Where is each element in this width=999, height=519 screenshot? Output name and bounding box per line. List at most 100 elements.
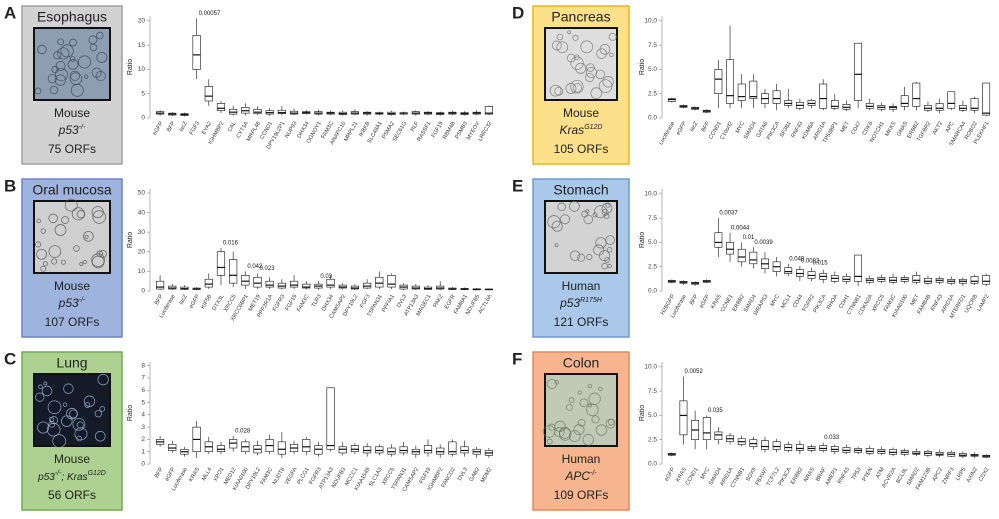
x-tick-label: eGFP [675,121,688,137]
genotype-sup: G12D [88,470,106,477]
box [484,106,493,115]
organoid [96,31,104,40]
organoid [606,247,613,253]
tissue-name: Pancreas [551,9,610,25]
organoid [73,245,80,252]
organoid [605,202,611,208]
box [156,280,165,290]
box [702,417,711,441]
tissue-name: Esophagus [37,9,107,25]
p-value: 0.016 [223,240,239,246]
species: Mouse [54,279,90,293]
box [326,387,335,450]
organoid [570,80,584,94]
panel-letter: F [512,349,522,368]
y-tick-label: 2.5 [648,263,657,270]
box [714,232,723,248]
organoid [34,87,42,95]
organoid [588,392,601,405]
y-tick-label: 40 [138,209,146,216]
box [216,103,226,112]
organoid [568,397,575,403]
organoid [595,69,606,80]
box [795,444,804,451]
organoid [49,85,59,95]
box [819,83,828,109]
box [375,276,384,288]
box [830,100,839,109]
organoid [63,383,74,394]
x-tick-label: lacZ [178,293,189,306]
box [216,445,226,453]
y-tick-label: 10.0 [644,364,657,371]
organoid [601,203,613,214]
organoid [43,381,48,386]
x-tick-label: RLF [410,120,421,133]
organoid [46,422,61,437]
box [726,242,734,255]
x-tick-label: RHOA [826,294,839,311]
y-tick-label: 0.0 [648,115,657,122]
box [947,91,956,109]
x-tick-label: MLL4 [201,467,213,482]
organoid [591,415,600,424]
box [375,446,384,454]
genotype-base: APC [564,469,590,483]
box [241,275,250,286]
box [900,95,909,107]
organoid [585,72,595,83]
organoid [54,74,67,86]
y-axis-label: Ratio [639,232,646,248]
organoid [579,398,589,408]
p-value: 0.0039 [754,240,773,246]
y-tick-label: 30 [138,229,146,236]
orf-count: 56 ORFs [48,488,96,502]
box [935,103,944,111]
box [399,446,408,454]
box [363,446,372,454]
organoid [547,215,561,229]
organoid [596,48,607,59]
organoid [546,438,553,445]
organoid [595,424,608,436]
x-tick-label: MYC [700,467,711,481]
organoid [587,383,593,389]
organoid [97,373,109,386]
p-value: 0.023 [260,266,276,272]
tissue-name: Lung [56,355,87,371]
organoid [551,220,563,232]
p-value: 0.00057 [199,11,221,17]
box [749,251,758,265]
box [253,276,262,288]
organoid [83,74,89,79]
organoid [35,392,45,402]
y-tick-label: 0 [141,288,145,295]
box [387,447,396,455]
x-tick-label: lacZ [178,120,189,133]
p-value: 0.035 [708,408,724,414]
box [204,86,213,102]
organoid [55,61,66,71]
x-tick-label: NRAS [803,467,816,484]
organoid [586,66,598,79]
y-axis-label: Ratio [639,59,646,75]
p-value: 0.042 [247,264,263,270]
panel-letter: E [512,176,523,195]
x-tick-label: FGF3 [189,121,201,136]
organoid [37,44,47,55]
organoid [94,410,102,418]
y-tick-label: 10.0 [644,18,657,25]
box [350,445,360,453]
y-tick-label: 15 [138,42,146,49]
organoid [581,210,589,218]
organoid [76,421,84,429]
y-tick-label: 10 [138,268,146,275]
organoid [608,32,617,41]
x-tick-label: MET [840,120,851,134]
box [761,440,769,450]
y-tick-label: 5 [141,90,145,97]
y-tick-label: 0 [141,115,145,122]
orf-count: 121 ORFs [554,315,609,329]
genotype: p53-/- [58,296,86,310]
organoid [569,201,580,212]
